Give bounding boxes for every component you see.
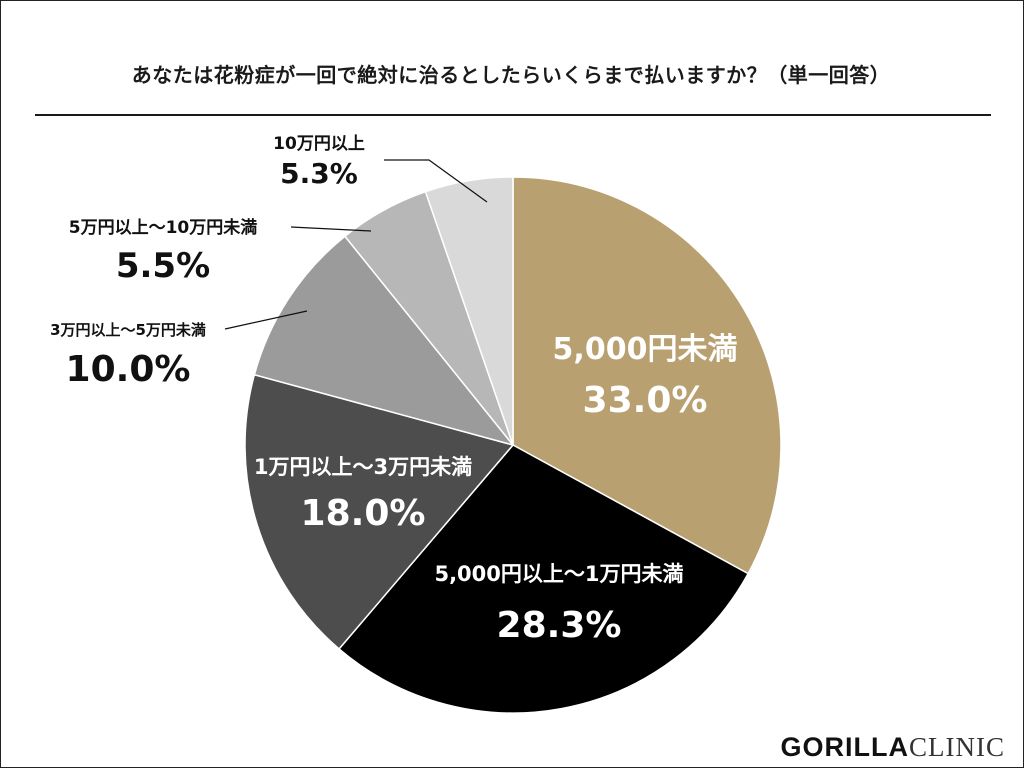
slice-label-1: 5,000円未満 <box>553 332 738 367</box>
slice-value-5: 5.5% <box>116 246 210 286</box>
slice-label-6: 10万円以上 <box>273 134 365 154</box>
brand-logo-part2: CLINIC <box>909 732 1005 762</box>
slice-value-2: 28.3% <box>497 605 622 646</box>
leader-line-5 <box>290 226 372 232</box>
leader-line-4 <box>224 310 308 330</box>
slice-value-4: 10.0% <box>66 349 191 390</box>
slice-label-2: 5,000円以上～1万円未満 <box>434 562 683 586</box>
leader-line-6 <box>384 159 488 203</box>
pie-slice-4 <box>253 235 516 447</box>
slice-label-5: 5万円以上～10万円未満 <box>69 217 258 238</box>
slice-value-1: 33.0% <box>583 380 708 421</box>
slice-value-3: 18.0% <box>301 493 426 534</box>
pie-slice-3 <box>244 373 515 650</box>
slice-label-4: 3万円以上～5万円未満 <box>50 321 206 339</box>
title-divider <box>35 114 991 116</box>
pie-slice-6 <box>424 176 514 446</box>
brand-logo: GORILLACLINIC <box>781 734 1006 761</box>
brand-logo-part1: GORILLA <box>780 732 909 762</box>
slice-label-3: 1万円以上～3万円未満 <box>254 455 472 479</box>
pie-labels: 5,000円未満 33.0% 5,000円以上～1万円未満 28.3% 1万円以上～3万… <box>50 134 737 646</box>
chart-title: あなたは花粉症が一回で絶対に治るとしたらいくらまで払いますか？（単一回答） <box>131 63 891 87</box>
pie-slices <box>244 176 782 714</box>
slice-value-6: 5.3% <box>280 157 358 190</box>
pie-slice-2 <box>338 444 750 714</box>
pie-slice-1 <box>512 176 782 575</box>
